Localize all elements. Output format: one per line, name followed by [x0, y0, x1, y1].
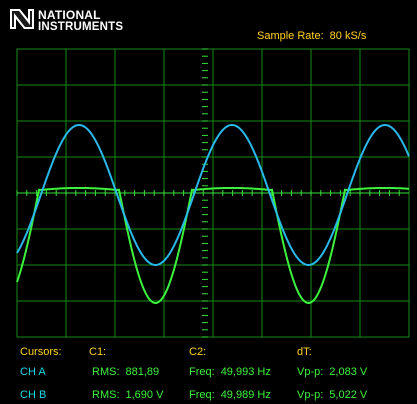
brand-line2: INSTRUMENTS	[38, 21, 124, 33]
ch-b-rms: RMS: 1,690 V	[92, 389, 164, 401]
ch-a-freq: Freq: 49,993 Hz	[189, 366, 271, 378]
ch-a-label: CH A	[20, 366, 46, 378]
sample-rate: Sample Rate: 80 kS/s	[257, 30, 366, 42]
axis-ticks	[16, 48, 400, 338]
ch-b-freq: Freq: 49,989 Hz	[189, 389, 271, 401]
national-instruments-logo: NATIONAL INSTRUMENTS	[8, 5, 138, 35]
ch-a-vpp: Vp-p: 2,083 V	[297, 366, 368, 378]
dt-header: dT:	[297, 346, 312, 358]
eagle-logo-icon	[10, 9, 34, 29]
cursor-readout: Cursors: C1: C2: dT: CH A RMS: 881,89 Fre…	[0, 340, 417, 404]
sample-rate-value: 80 kS/s	[329, 30, 367, 42]
ch-a-waveform	[16, 123, 410, 266]
ch-b-label: CH B	[20, 389, 47, 401]
c2-header: C2:	[189, 346, 207, 358]
header: NATIONAL INSTRUMENTS Sample Rate: 80 kS/s	[0, 0, 417, 46]
ch-a-rms: RMS: 881,89	[92, 366, 160, 378]
ch-b-vpp: Vp-p: 5,022 V	[297, 389, 368, 401]
c1-header: C1:	[89, 346, 107, 358]
brand-line1: NATIONAL	[38, 8, 101, 22]
ch-b-waveform	[16, 187, 410, 304]
oscilloscope-display	[16, 48, 410, 338]
sample-rate-label: Sample Rate:	[257, 30, 324, 42]
cursors-header: Cursors:	[20, 346, 62, 358]
